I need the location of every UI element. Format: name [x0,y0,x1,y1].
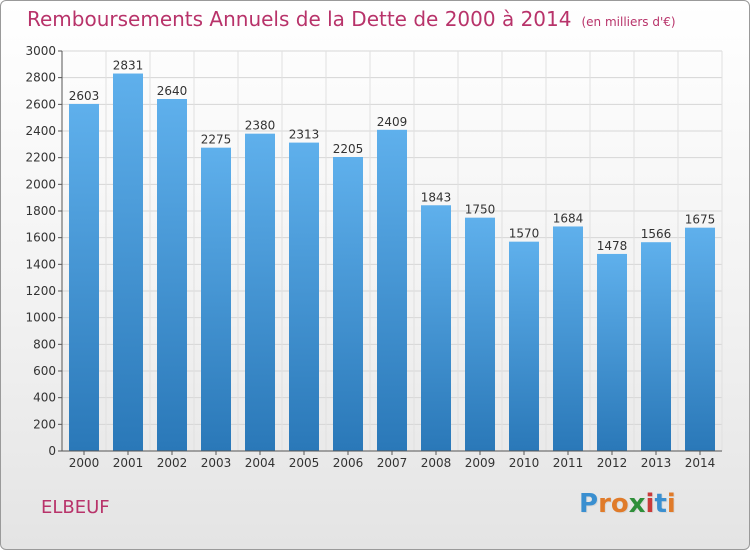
bar-value-label: 2603 [69,89,100,103]
x-tick-label: 2014 [685,456,716,470]
y-tick-label: 2600 [25,97,56,111]
bar-2010 [509,241,539,451]
y-tick-label: 1000 [25,311,56,325]
bar-2004 [245,133,275,451]
bar-2011 [553,226,583,451]
bar-value-label: 2313 [289,128,320,142]
y-tick-label: 2400 [25,124,56,138]
bar-value-label: 1843 [421,190,452,204]
bar-2000 [69,103,99,451]
bar-2014 [685,227,715,451]
bar-2012 [597,253,627,451]
logo-letter: r [598,489,611,519]
y-tick-label: 200 [33,417,56,431]
y-tick-label: 1600 [25,231,56,245]
bar-2008 [421,205,451,451]
bar-value-label: 1566 [641,227,672,241]
bar-2002 [157,99,187,451]
x-tick-label: 2013 [641,456,672,470]
bar-2001 [113,73,143,452]
bar-value-label: 2409 [377,115,408,129]
y-tick-label: 0 [48,444,56,458]
bar-value-label: 1570 [509,227,540,241]
bar-value-label: 2380 [245,119,276,133]
x-tick-label: 2011 [553,456,584,470]
chart-title: Remboursements Annuels de la Dette de 20… [27,7,676,31]
y-tick-label: 2000 [25,177,56,191]
chart-title-text: Remboursements Annuels de la Dette de 20… [27,7,572,31]
y-tick-label: 2800 [25,71,56,85]
logo-letter: i [645,489,655,519]
bar-value-label: 1684 [553,211,584,225]
bar-value-label: 1750 [465,203,496,217]
logo-letter: o [610,489,629,519]
logo-letter: P [579,489,599,519]
x-tick-label: 2004 [245,456,276,470]
x-tick-label: 2006 [333,456,364,470]
x-tick-label: 2002 [157,456,188,470]
x-tick-label: 2010 [509,456,540,470]
y-tick-label: 1800 [25,204,56,218]
x-tick-label: 2001 [113,456,144,470]
bar-2005 [289,142,319,451]
x-tick-label: 2009 [465,456,496,470]
y-tick-label: 2200 [25,151,56,165]
x-tick-label: 2003 [201,456,232,470]
logo-letter: x [628,489,646,519]
x-tick-label: 2007 [377,456,408,470]
axes: 0 200 400 600 800 1000 1200 1400 1600 1800 2000 220… [25,44,722,470]
y-tick-label: 1400 [25,257,56,271]
x-tick-label: 2008 [421,456,452,470]
y-tick-label: 600 [33,364,56,378]
bar-value-label: 1478 [597,239,628,253]
bar-2013 [641,242,671,451]
town-name: ELBEUF [41,497,110,518]
x-tick-label: 2012 [597,456,628,470]
bar-2007 [377,129,407,452]
bar-2006 [333,157,363,451]
bar-value-label: 2205 [333,142,364,156]
bar-value-label: 2831 [113,59,144,73]
bar-value-label: 2640 [157,84,188,98]
bar-2009 [465,217,495,451]
bars: 2603 2831 2640 2275 2380 2313 2205 2409 1843 1750… [69,59,716,452]
proxiti-logo: Proxiti [579,489,676,519]
y-tick-label: 800 [33,337,56,351]
logo-letter: i [666,489,676,519]
y-tick-label: 1200 [25,284,56,298]
x-tick-label: 2000 [69,456,100,470]
chart-subtitle: (en milliers d'€) [581,15,676,29]
y-tick-label: 3000 [25,44,56,58]
bar-value-label: 2275 [201,133,232,147]
bar-value-label: 1675 [685,213,716,227]
x-tick-label: 2005 [289,456,320,470]
y-tick-label: 400 [33,391,56,405]
logo-letter: t [654,489,667,519]
bar-2003 [201,147,231,451]
